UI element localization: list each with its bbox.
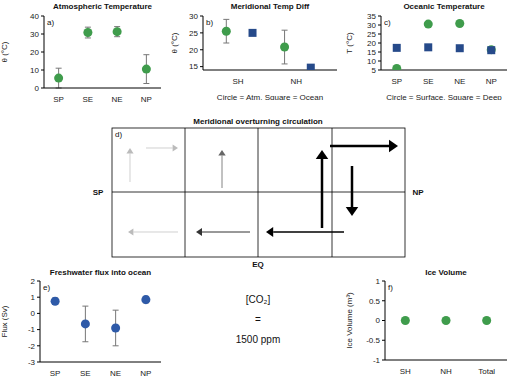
svg-text:40: 40 [30, 12, 39, 21]
svg-text:0: 0 [31, 309, 36, 318]
svg-text:SP: SP [391, 77, 402, 86]
svg-text:T (°C): T (°C) [345, 32, 354, 54]
svg-text:35: 35 [367, 12, 376, 21]
svg-text:NP: NP [141, 95, 152, 104]
svg-text:θ (°C): θ (°C) [8, 41, 9, 62]
svg-text:a): a) [47, 18, 54, 27]
svg-text:2: 2 [31, 277, 36, 286]
svg-text:-1: -1 [373, 356, 381, 365]
svg-text:30: 30 [367, 21, 376, 30]
svg-text:-2: -2 [28, 342, 36, 351]
svg-text:NE: NE [110, 369, 121, 376]
svg-text:-3: -3 [28, 358, 36, 367]
svg-text:NE: NE [112, 95, 123, 104]
svg-text:20: 20 [189, 46, 198, 55]
svg-text:Ice Volume: Ice Volume [425, 268, 467, 277]
svg-text:Ice Volume (m³): Ice Volume (m³) [345, 292, 354, 349]
svg-text:1: 1 [376, 277, 381, 286]
svg-text:30: 30 [30, 30, 39, 39]
svg-text:15: 15 [367, 48, 376, 57]
svg-text:15: 15 [189, 62, 198, 71]
svg-text:SH: SH [232, 77, 243, 86]
svg-text:θ (°C): θ (°C) [170, 32, 179, 53]
svg-text:SP: SP [53, 95, 64, 104]
svg-text:NP: NP [486, 77, 497, 86]
svg-text:Atmospheric Temperature: Atmospheric Temperature [53, 2, 153, 11]
svg-text:EQ: EQ [252, 260, 264, 269]
svg-text:SE: SE [83, 95, 94, 104]
svg-text:-0.5: -0.5 [366, 336, 380, 345]
svg-text:SE: SE [423, 77, 434, 86]
svg-text:25: 25 [189, 29, 198, 38]
svg-text:NP: NP [140, 369, 151, 376]
svg-text:NE: NE [454, 77, 465, 86]
svg-text:NH: NH [290, 77, 302, 86]
svg-text:1: 1 [31, 293, 36, 302]
svg-text:SE: SE [80, 369, 91, 376]
svg-text:Circle = Surface, Square = Dee: Circle = Surface, Square = Deep [386, 93, 502, 100]
svg-text:SP: SP [93, 188, 104, 197]
svg-text:0: 0 [376, 316, 381, 325]
svg-text:Meridional Temp Diff: Meridional Temp Diff [231, 2, 310, 11]
svg-text:-1: -1 [28, 325, 36, 334]
svg-text:Meridional overturning circula: Meridional overturning circulation [193, 117, 322, 126]
svg-text:30: 30 [189, 12, 198, 21]
svg-text:20: 20 [367, 39, 376, 48]
svg-text:Flux (Sv): Flux (Sv) [8, 305, 9, 337]
svg-text:Freshwater flux into ocean: Freshwater flux into ocean [50, 268, 151, 277]
svg-text:Circle = Atm, Square = Ocean: Circle = Atm, Square = Ocean [217, 93, 323, 100]
svg-text:5: 5 [372, 66, 377, 75]
svg-text:0.5: 0.5 [369, 297, 381, 306]
svg-text:10: 10 [367, 57, 376, 66]
svg-text:c): c) [384, 18, 391, 27]
svg-text:0: 0 [35, 84, 40, 93]
svg-text:25: 25 [367, 30, 376, 39]
svg-text:=: = [255, 314, 261, 325]
svg-text:10: 10 [30, 66, 39, 75]
svg-text:Total: Total [478, 367, 495, 374]
svg-text:SH: SH [400, 367, 411, 374]
svg-text:20: 20 [30, 48, 39, 57]
svg-text:f): f) [388, 283, 393, 292]
svg-text:b): b) [206, 18, 213, 27]
svg-text:[CO₂]: [CO₂] [246, 294, 271, 305]
svg-text:e): e) [43, 283, 50, 292]
svg-text:NH: NH [440, 367, 452, 374]
svg-text:NP: NP [412, 188, 424, 197]
svg-text:Oceanic Temperature: Oceanic Temperature [403, 2, 485, 11]
svg-text:1500 ppm: 1500 ppm [236, 334, 280, 345]
svg-text:d): d) [115, 130, 122, 139]
svg-text:SP: SP [50, 369, 61, 376]
